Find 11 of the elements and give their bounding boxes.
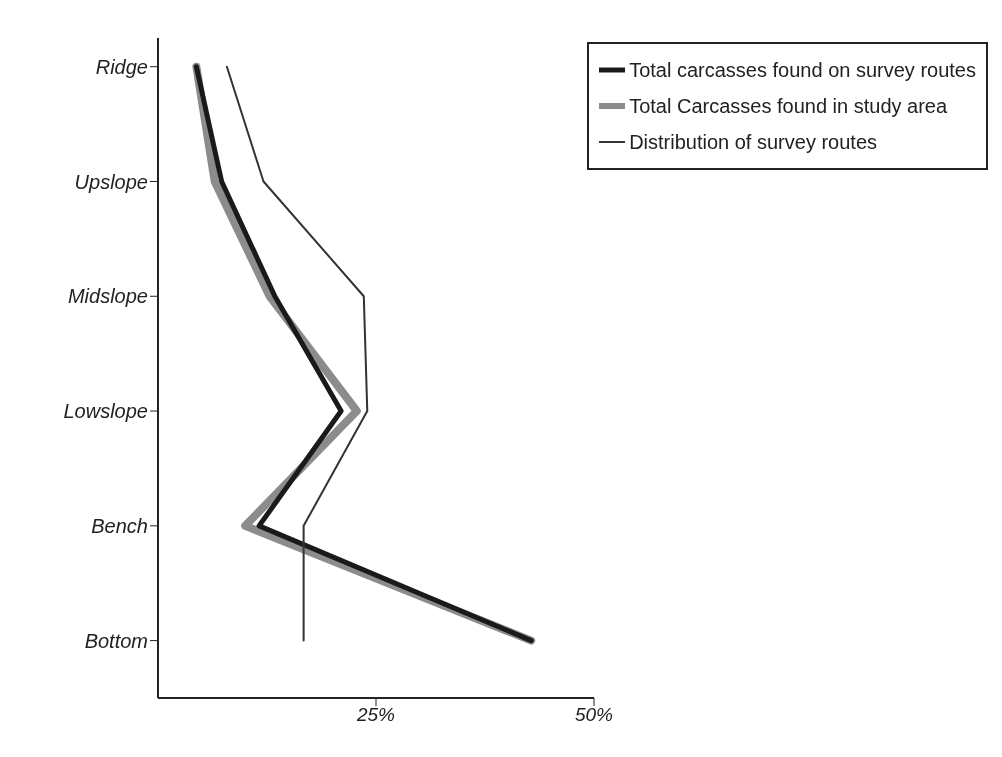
legend-label: Distribution of survey routes xyxy=(629,130,878,154)
legend-label: Total Carcasses found in study area xyxy=(629,94,948,118)
legend-label: Total carcasses found on survey routes xyxy=(629,58,976,82)
y-tick-label: Upslope xyxy=(74,170,148,193)
x-tick-label: 25% xyxy=(355,704,396,726)
y-tick-label: Lowslope xyxy=(63,400,148,423)
y-tick-label: Midslope xyxy=(67,285,148,308)
y-tick-label: Bench xyxy=(91,514,148,537)
y-tick-label: Ridge xyxy=(95,55,148,78)
y-tick-label: Bottom xyxy=(84,629,148,652)
x-tick-label: 50% xyxy=(574,704,614,726)
